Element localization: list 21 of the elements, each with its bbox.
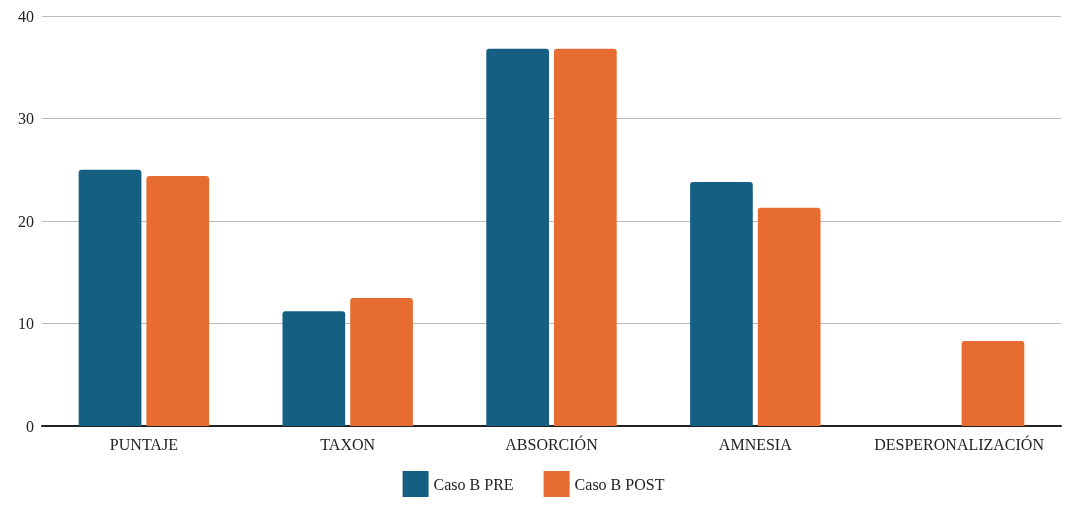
x-tick-label: TAXON — [320, 435, 376, 453]
y-tick-label: 40 — [18, 7, 34, 25]
y-tick-label: 30 — [18, 110, 34, 127]
y-tick-label: 0 — [26, 417, 34, 435]
bar — [78, 169, 142, 426]
x-tick-label: DESPERONALIZACIÓN — [874, 434, 1045, 453]
bar — [757, 207, 821, 426]
y-tick-label: 10 — [18, 315, 34, 332]
legend-label: Caso B PRE — [433, 475, 514, 493]
x-tick-label: PUNTAJE — [109, 435, 178, 453]
x-tick-label: AMNESIA — [718, 435, 793, 453]
bar — [146, 175, 210, 426]
bar — [282, 311, 346, 426]
bar — [486, 48, 549, 426]
y-tick-label: 20 — [18, 212, 34, 230]
x-tick-label: ABSORCIÓN — [505, 434, 599, 453]
legend-label: Caso B POST — [574, 475, 665, 493]
bar — [961, 340, 1025, 426]
bar — [554, 48, 617, 426]
bar — [690, 182, 753, 426]
bar — [350, 297, 413, 426]
